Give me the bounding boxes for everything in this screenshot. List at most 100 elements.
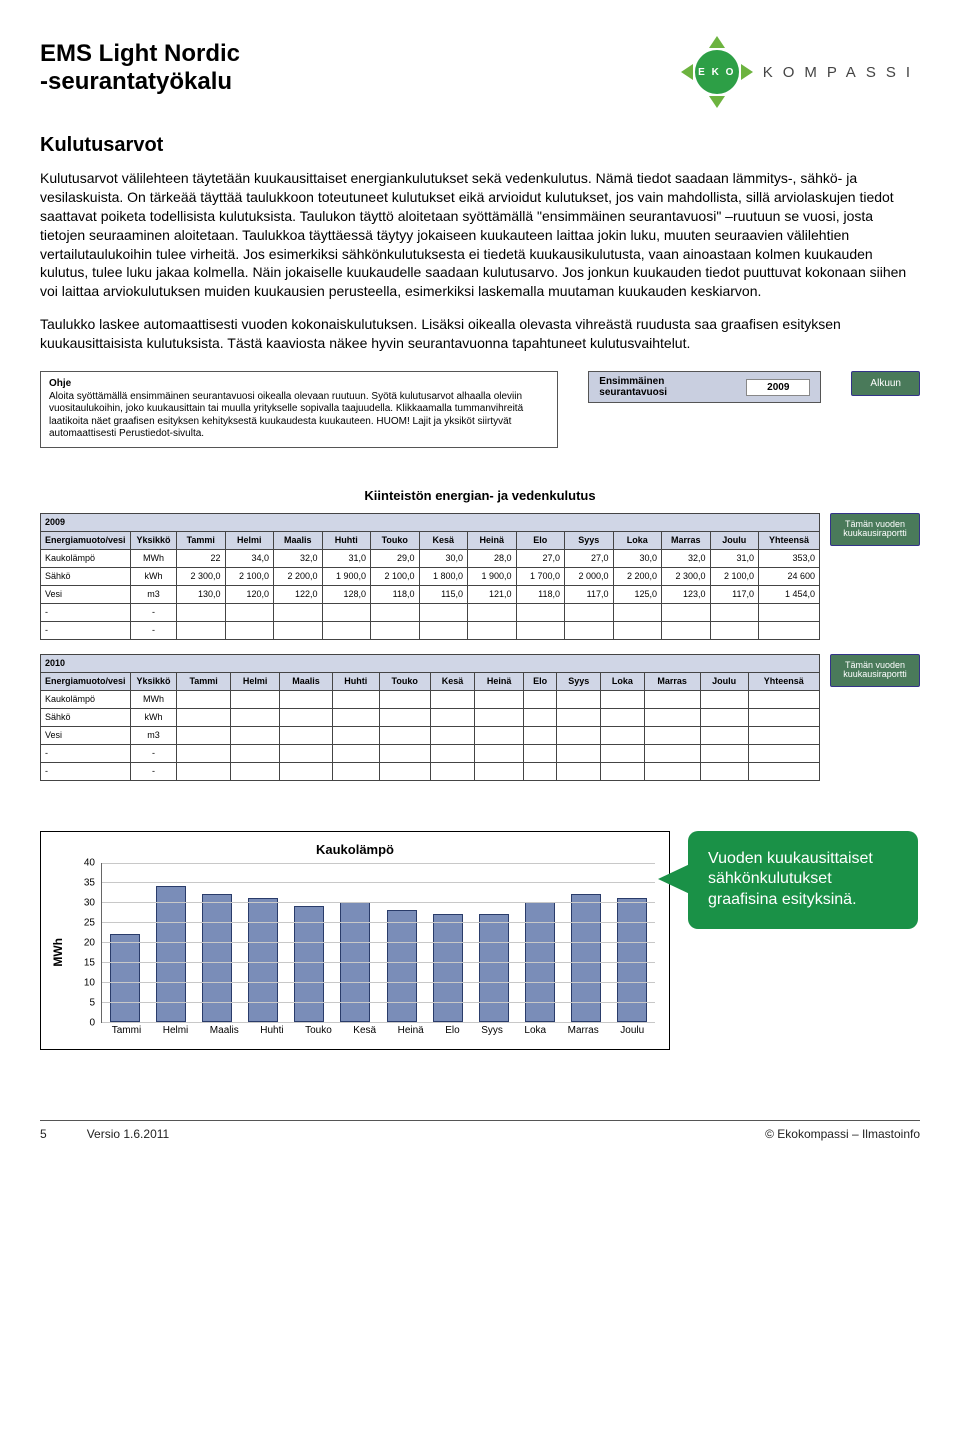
cell[interactable]	[516, 603, 565, 621]
cell[interactable]	[644, 744, 700, 762]
cell[interactable]	[557, 744, 601, 762]
cell[interactable]: 27,0	[565, 549, 614, 567]
cell[interactable]	[557, 708, 601, 726]
cell[interactable]: 2 000,0	[565, 567, 614, 585]
cell[interactable]	[430, 726, 474, 744]
cell[interactable]	[279, 690, 332, 708]
cell[interactable]	[516, 621, 565, 639]
cell[interactable]: 27,0	[516, 549, 565, 567]
cell[interactable]	[644, 708, 700, 726]
cell[interactable]: 1 900,0	[322, 567, 371, 585]
cell[interactable]	[419, 621, 468, 639]
cell[interactable]: 122,0	[274, 585, 323, 603]
start-button[interactable]: Alkuun	[851, 371, 920, 396]
cell[interactable]	[613, 603, 662, 621]
cell[interactable]	[475, 690, 524, 708]
cell[interactable]	[700, 744, 748, 762]
cell[interactable]	[379, 744, 430, 762]
cell[interactable]	[177, 744, 231, 762]
cell[interactable]: 34,0	[225, 549, 274, 567]
cell[interactable]: 30,0	[613, 549, 662, 567]
cell[interactable]: 1 700,0	[516, 567, 565, 585]
cell[interactable]	[523, 690, 556, 708]
cell[interactable]	[371, 603, 420, 621]
cell[interactable]	[225, 603, 274, 621]
cell[interactable]	[644, 762, 700, 780]
cell[interactable]: 117,0	[565, 585, 614, 603]
cell[interactable]	[662, 621, 711, 639]
cell[interactable]	[231, 690, 280, 708]
cell[interactable]: 32,0	[274, 549, 323, 567]
cell[interactable]	[601, 744, 645, 762]
cell[interactable]	[523, 762, 556, 780]
cell[interactable]	[274, 621, 323, 639]
cell[interactable]	[333, 726, 380, 744]
cell[interactable]	[523, 726, 556, 744]
cell[interactable]	[710, 603, 759, 621]
cell[interactable]	[644, 690, 700, 708]
cell[interactable]	[333, 762, 380, 780]
cell[interactable]	[644, 726, 700, 744]
year-value[interactable]: 2009	[746, 379, 810, 396]
cell[interactable]	[274, 603, 323, 621]
cell[interactable]: 118,0	[371, 585, 420, 603]
cell[interactable]	[430, 744, 474, 762]
cell[interactable]	[379, 726, 430, 744]
cell[interactable]	[475, 708, 524, 726]
cell[interactable]	[279, 708, 332, 726]
cell[interactable]	[225, 621, 274, 639]
cell[interactable]	[601, 708, 645, 726]
cell[interactable]	[601, 726, 645, 744]
cell[interactable]	[468, 603, 517, 621]
cell[interactable]: 29,0	[371, 549, 420, 567]
cell[interactable]	[231, 726, 280, 744]
cell[interactable]: 28,0	[468, 549, 517, 567]
cell[interactable]: 2 100,0	[710, 567, 759, 585]
cell[interactable]	[279, 762, 332, 780]
cell[interactable]: 32,0	[662, 549, 711, 567]
cell[interactable]	[557, 690, 601, 708]
cell[interactable]	[601, 690, 645, 708]
cell[interactable]: 2 200,0	[274, 567, 323, 585]
cell[interactable]	[700, 708, 748, 726]
cell[interactable]	[700, 762, 748, 780]
cell[interactable]	[430, 708, 474, 726]
cell[interactable]	[177, 621, 226, 639]
cell[interactable]	[710, 621, 759, 639]
cell[interactable]: 22	[177, 549, 226, 567]
cell[interactable]	[523, 744, 556, 762]
cell[interactable]: 121,0	[468, 585, 517, 603]
cell[interactable]: 118,0	[516, 585, 565, 603]
cell[interactable]: 2 100,0	[225, 567, 274, 585]
cell[interactable]: 125,0	[613, 585, 662, 603]
cell[interactable]: 1 900,0	[468, 567, 517, 585]
cell[interactable]	[177, 603, 226, 621]
report-button-2010[interactable]: Tämän vuoden kuukausiraportti	[830, 654, 920, 688]
cell[interactable]	[322, 603, 371, 621]
cell[interactable]	[523, 708, 556, 726]
cell[interactable]	[333, 744, 380, 762]
cell[interactable]	[613, 621, 662, 639]
cell[interactable]: 120,0	[225, 585, 274, 603]
cell[interactable]: 2 300,0	[662, 567, 711, 585]
cell[interactable]	[177, 762, 231, 780]
cell[interactable]	[371, 621, 420, 639]
cell[interactable]: 2 300,0	[177, 567, 226, 585]
cell[interactable]: 128,0	[322, 585, 371, 603]
cell[interactable]	[419, 603, 468, 621]
cell[interactable]	[557, 762, 601, 780]
cell[interactable]	[231, 708, 280, 726]
cell[interactable]: 115,0	[419, 585, 468, 603]
cell[interactable]: 117,0	[710, 585, 759, 603]
cell[interactable]: 2 100,0	[371, 567, 420, 585]
cell[interactable]	[279, 744, 332, 762]
cell[interactable]	[177, 726, 231, 744]
cell[interactable]: 30,0	[419, 549, 468, 567]
cell[interactable]	[475, 762, 524, 780]
cell[interactable]	[279, 726, 332, 744]
cell[interactable]	[177, 690, 231, 708]
cell[interactable]	[557, 726, 601, 744]
report-button-2009[interactable]: Tämän vuoden kuukausiraportti	[830, 513, 920, 547]
cell[interactable]	[700, 726, 748, 744]
cell[interactable]	[475, 744, 524, 762]
